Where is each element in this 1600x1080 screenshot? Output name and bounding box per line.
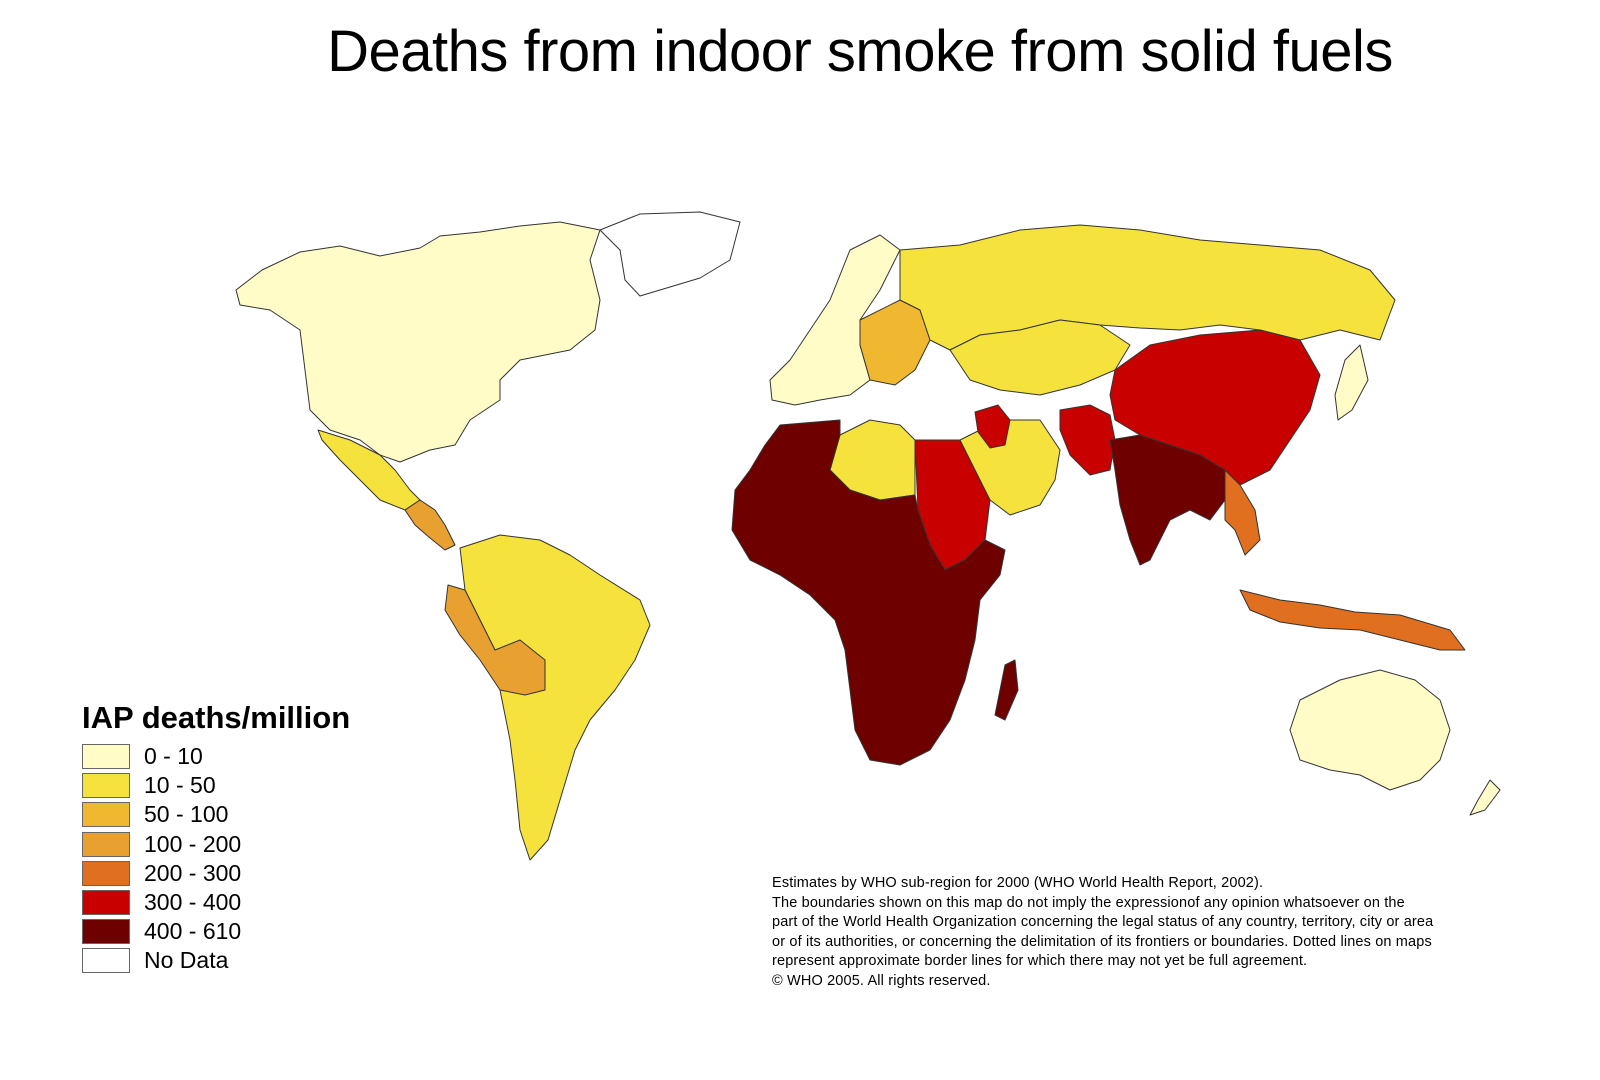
region-russia — [899, 224, 1396, 351]
legend-swatch — [82, 890, 130, 916]
note-line: © WHO 2005. All rights reserved. — [772, 972, 991, 989]
legend-swatch — [82, 948, 130, 974]
region-new-zealand — [1469, 779, 1501, 816]
legend-swatch — [82, 919, 130, 945]
map-title: Deaths from indoor smoke from solid fuel… — [327, 19, 1393, 84]
note-line: Estimates by WHO sub-region for 2000 (WH… — [772, 875, 1264, 891]
region-indonesia — [1239, 589, 1466, 651]
legend: IAP deaths/million 0 - 10 10 - 50 50 - 100… — [82, 700, 350, 976]
legend-items: 0 - 10 10 - 50 50 - 100 100 - 200 200 - 300 3… — [82, 742, 350, 976]
legend-swatch — [82, 802, 130, 828]
source-note: Estimates by WHO sub-region for 2000 (WH… — [772, 874, 1572, 991]
legend-item: 300 - 400 — [82, 888, 350, 917]
note-line: part of the World Health Organization co… — [772, 914, 1434, 930]
legend-item: 100 - 200 — [82, 830, 350, 859]
legend-label: 50 - 100 — [144, 801, 229, 828]
legend-label: 300 - 400 — [144, 889, 242, 916]
region-western-europe — [769, 234, 901, 406]
legend-label: 0 - 10 — [144, 743, 203, 770]
region-andes — [444, 584, 546, 696]
region-australia — [1289, 669, 1451, 791]
legend-swatch — [82, 744, 130, 770]
region-north-america — [235, 221, 601, 463]
region-japan — [1334, 344, 1369, 421]
legend-swatch — [82, 773, 130, 799]
legend-label: No Data — [144, 947, 229, 974]
region-madagascar — [994, 659, 1019, 721]
legend-title: IAP deaths/million — [82, 700, 351, 735]
region-sub-saharan-africa — [731, 419, 1006, 766]
note-line: The boundaries shown on this map do not … — [772, 894, 1405, 911]
legend-item: 50 - 100 — [82, 800, 350, 829]
legend-label: 10 - 50 — [144, 772, 216, 799]
region-china — [1109, 329, 1321, 486]
legend-label: 100 - 200 — [144, 830, 242, 857]
legend-label: 200 - 300 — [144, 859, 242, 886]
legend-item: 0 - 10 — [82, 742, 350, 771]
note-line: or of its authorities, or concerning the… — [772, 933, 1432, 950]
note-line: represent approximate border lines for w… — [772, 953, 1308, 969]
legend-item: 400 - 610 — [82, 917, 350, 946]
region-pakistan-afghanistan — [1059, 404, 1116, 476]
region-iraq — [974, 404, 1011, 449]
legend-label: 400 - 610 — [144, 918, 242, 945]
legend-item: No Data — [82, 946, 350, 975]
region-eastern-europe — [859, 299, 931, 386]
legend-item: 200 - 300 — [82, 859, 350, 888]
legend-swatch — [82, 831, 130, 857]
region-central-america — [404, 499, 456, 551]
region-central-asia — [949, 319, 1131, 396]
region-southeast-asia — [1224, 469, 1261, 556]
region-south-america-north — [459, 534, 651, 861]
region-greenland — [599, 211, 741, 297]
legend-swatch — [82, 860, 130, 886]
legend-item: 10 - 50 — [82, 771, 350, 800]
